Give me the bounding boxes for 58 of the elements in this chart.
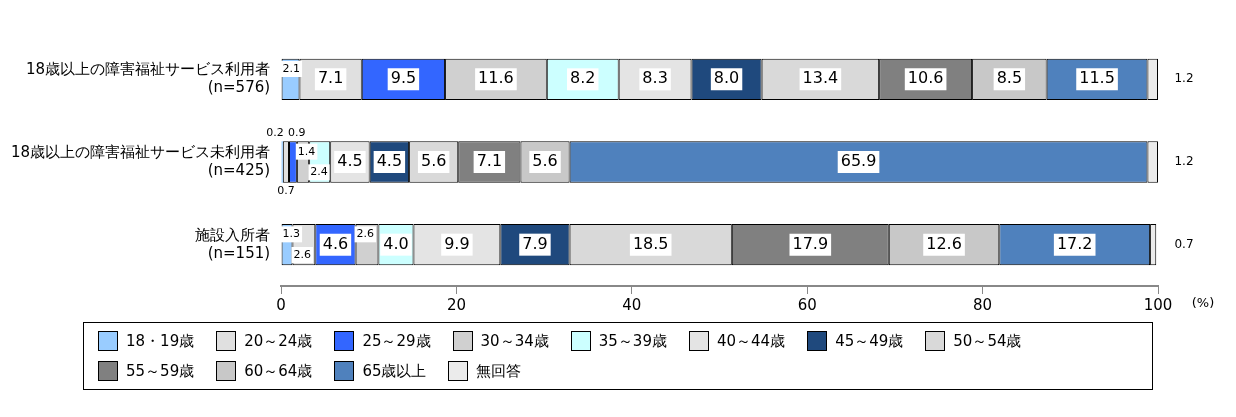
data-label: 7.1: [317, 68, 344, 88]
data-label: 17.9: [792, 233, 829, 253]
data-label: 4.5: [376, 151, 403, 171]
legend-label: 50～54歳: [953, 331, 1022, 351]
data-label: 1.4: [297, 144, 316, 158]
data-label: 5.6: [532, 151, 558, 171]
data-label: 4.0: [383, 233, 409, 253]
data-label: 5.6: [420, 151, 447, 171]
data-label: 8.3: [642, 68, 668, 88]
legend-label: 25～29歳: [362, 331, 431, 351]
x-tick-label: 60: [797, 295, 817, 314]
legend-label: 55～59歳: [126, 361, 195, 381]
legend-label: 65歳以上: [362, 361, 427, 381]
data-label: 8.5: [996, 68, 1023, 88]
x-tick-label: 100: [1143, 295, 1173, 314]
x-tick-label: 20: [446, 295, 467, 314]
legend-label: 45～49歳: [835, 331, 904, 351]
data-label: 7.9: [522, 233, 548, 253]
data-label: 0.7: [277, 183, 295, 197]
x-tick-label: 80: [973, 295, 993, 314]
data-label: 11.6: [478, 68, 514, 88]
data-label: 17.2: [1056, 233, 1093, 253]
y-tick-label: 18歳以上の障害福祉サービス未利用者 (n=425): [10, 142, 271, 179]
data-label: 2.6: [293, 247, 311, 261]
data-label: 11.5: [1079, 68, 1115, 88]
text: (%): [1191, 295, 1215, 311]
data-label: 12.6: [926, 233, 962, 253]
legend-label: 35～39歳: [598, 331, 667, 351]
data-label: 1.3: [282, 227, 301, 241]
data-label: 10.6: [907, 68, 944, 88]
data-label: 18.5: [632, 233, 669, 253]
data-label: 8.2: [570, 68, 596, 88]
data-label: 2.4: [310, 165, 328, 179]
y-tick-label: 施設入所者 (n=151): [195, 225, 271, 262]
data-label: 2.1: [282, 61, 301, 75]
legend-label: 30～34歳: [480, 331, 549, 351]
y-tick-label: 18歳以上の障害福祉サービス利用者 (n=576): [25, 60, 271, 97]
legend-label: 無回答: [476, 361, 522, 381]
legend-label: 18・19歳: [126, 331, 195, 351]
data-label: 4.6: [322, 233, 349, 253]
data-label: 9.9: [444, 233, 470, 253]
data-label: 1.2: [1174, 154, 1194, 169]
x-tick-label: 40: [622, 295, 642, 314]
data-label: 65.9: [840, 151, 877, 171]
legend-label: 40～44歳: [716, 331, 786, 351]
data-label: 0.7: [1174, 236, 1194, 251]
data-label: 4.5: [337, 151, 363, 171]
x-tick-label: 0: [276, 295, 286, 314]
data-label: 0.2: [266, 126, 284, 140]
data-label: 8.0: [713, 68, 740, 88]
data-label: 7.1: [476, 151, 503, 171]
legend-label: 20～24歳: [244, 331, 313, 351]
data-label: 13.4: [802, 68, 839, 88]
data-label: 9.5: [390, 68, 417, 88]
data-label: 2.6: [356, 227, 375, 241]
legend-label: 60～64歳: [244, 361, 313, 381]
data-label: 0.9: [287, 126, 306, 140]
data-label: 1.2: [1174, 71, 1194, 86]
